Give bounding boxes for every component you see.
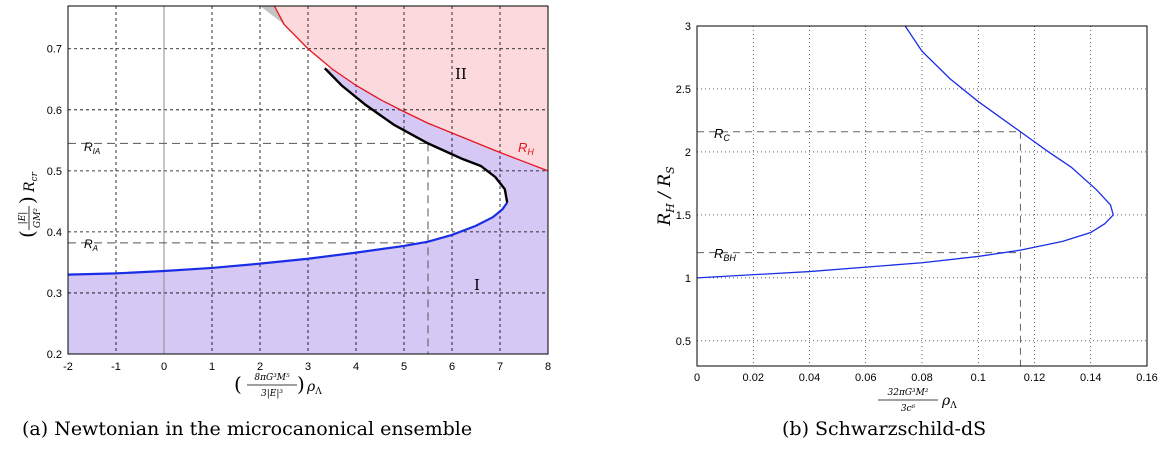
svg-text:): ) xyxy=(297,372,305,396)
x-tick-label: 4 xyxy=(353,361,359,373)
y-tick-label: 0.5 xyxy=(676,336,691,348)
x-tick-label: 0.08 xyxy=(911,372,932,384)
rc-label: RC xyxy=(714,126,730,143)
x-tick-label: 8 xyxy=(545,361,551,373)
x-tick-label: 1 xyxy=(209,361,215,373)
x-tick-label: 0.02 xyxy=(743,372,764,384)
x-tick-label: 0 xyxy=(694,372,700,384)
svg-text:GM²: GM² xyxy=(33,208,43,228)
caption-a: (a) Newtonian in the microcanonical ense… xyxy=(22,418,473,440)
svg-text:ρΛ: ρΛ xyxy=(941,393,957,411)
chart-a: -2 -1 0 1 2 3 4 5 6 7 80.20.30.40.50.60.7 I II RH … xyxy=(15,5,551,399)
plot-frame-b xyxy=(696,25,1148,367)
svg-text:(: ( xyxy=(15,230,39,238)
svg-text:3c⁶: 3c⁶ xyxy=(901,404,916,414)
series-a xyxy=(68,6,548,276)
y-tick-label: 1.5 xyxy=(676,210,691,222)
series-rh-line xyxy=(273,6,548,172)
svg-text:(: ( xyxy=(234,372,242,396)
caption-b: (b) Schwarzschild-dS xyxy=(782,418,987,440)
y-tick-label: 2 xyxy=(685,147,691,159)
x-tick-label: 0.12 xyxy=(1024,372,1045,384)
y-tick-label: 0.4 xyxy=(47,227,62,239)
region-II-fill xyxy=(274,6,548,171)
x-tick-label: 0.1 xyxy=(971,372,986,384)
chart-b: 0 0.02 0.04 0.06 0.08 0.1 0.12 0.14 0.16 0.5 1 1.5 2… xyxy=(655,21,1158,414)
x-tick-label: 0.14 xyxy=(1080,372,1101,384)
reference-lines-a xyxy=(68,142,429,354)
series-b xyxy=(697,26,1114,279)
region-I-label: I xyxy=(474,276,480,294)
x-tick-label: 5 xyxy=(401,361,407,373)
y-tick-label: 1 xyxy=(685,273,691,285)
region-II-label: II xyxy=(455,65,467,83)
y-axis-label-a: ( |E| GM² ) Rcr xyxy=(15,171,43,238)
x-tick-label: 6 xyxy=(449,361,455,373)
svg-text:|E|: |E| xyxy=(18,212,28,225)
x-tick-label: -1 xyxy=(111,361,121,373)
ticks-b: 0 0.02 0.04 0.06 0.08 0.1 0.12 0.14 0.16 0.5 1 1.5 2… xyxy=(676,21,1158,384)
region-I-fill xyxy=(68,68,548,354)
y-tick-label: 0.7 xyxy=(47,44,62,56)
x-tick-label: -2 xyxy=(63,361,73,373)
x-tick-label: 0.04 xyxy=(799,372,820,384)
plot-frame-a xyxy=(67,5,549,355)
y-tick-label: 0.5 xyxy=(47,166,62,178)
svg-text:32πG³M²: 32πG³M² xyxy=(888,388,929,398)
rbh-label: RBH xyxy=(714,246,736,263)
svg-text:8πG³M⁵: 8πG³M⁵ xyxy=(254,373,290,383)
x-tick-label: 0 xyxy=(161,361,167,373)
svg-text:ρΛ: ρΛ xyxy=(306,379,322,397)
y-tick-label: 3 xyxy=(685,21,691,33)
svg-text:Rcr: Rcr xyxy=(22,171,40,193)
x-axis-label-b: 32πG³M² 3c⁶ ρΛ xyxy=(878,388,957,414)
ra-label: RA xyxy=(84,237,98,253)
svg-text:3|E|³: 3|E|³ xyxy=(261,389,283,399)
x-tick-label: 2 xyxy=(257,361,263,373)
x-tick-label: 7 xyxy=(497,361,503,373)
series-stable-line xyxy=(68,201,509,276)
y-axis-label-b: RH / RS xyxy=(655,166,677,227)
x-tick-label: 3 xyxy=(305,361,311,373)
series-rh-rs-line xyxy=(697,26,1114,279)
reference-lines-b xyxy=(697,131,1021,366)
rh-label: RH xyxy=(518,140,534,157)
y-tick-label: 0.6 xyxy=(47,105,62,117)
x-tick-label: 0.06 xyxy=(855,372,876,384)
x-axis-label-a: ( 8πG³M⁵ 3|E|³ ) ρΛ xyxy=(234,372,322,399)
ria-label: RIA xyxy=(84,140,100,156)
ticks-a: -2 -1 0 1 2 3 4 5 6 7 8 0.2 0.3 0.4 0.5 0.6 0.7 xyxy=(47,44,551,373)
svg-text:RH / RS: RH / RS xyxy=(655,166,677,227)
y-tick-label: 0.3 xyxy=(47,288,62,300)
svg-text:): ) xyxy=(15,196,39,204)
grid-b xyxy=(697,26,1147,366)
series-unstable-line xyxy=(323,67,509,203)
x-tick-label: 0.16 xyxy=(1136,372,1157,384)
y-tick-label: 2.5 xyxy=(676,84,691,96)
y-tick-label: 0.2 xyxy=(47,349,62,361)
